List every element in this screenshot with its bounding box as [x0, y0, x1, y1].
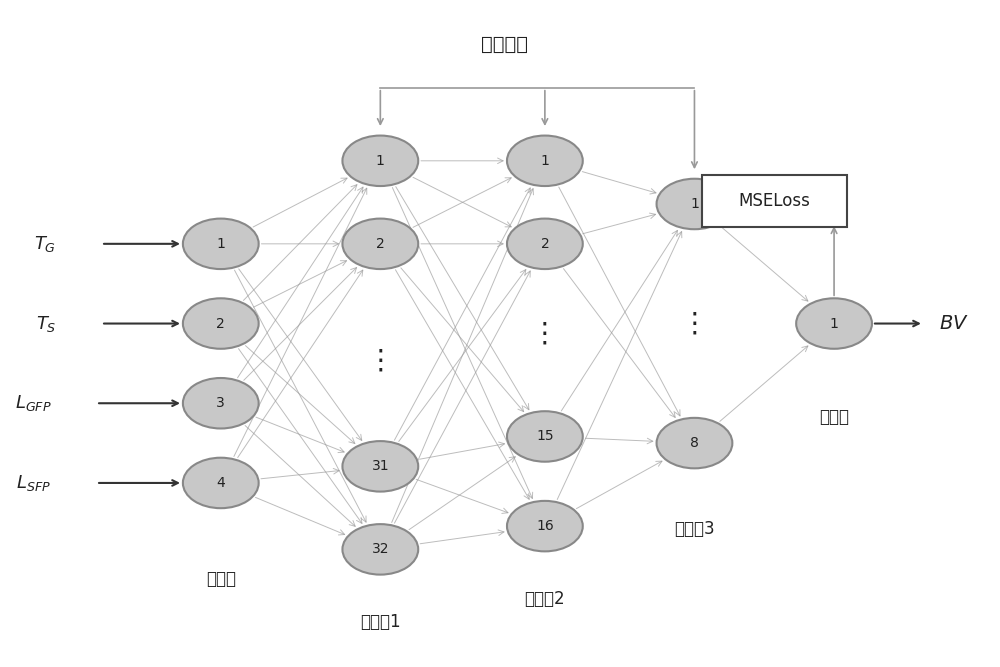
Text: 2: 2 — [216, 317, 225, 331]
FancyBboxPatch shape — [702, 175, 847, 227]
Text: 输出层: 输出层 — [819, 408, 849, 426]
Text: 1: 1 — [376, 154, 385, 168]
Text: 15: 15 — [536, 430, 554, 444]
Text: $T_G$: $T_G$ — [34, 234, 56, 254]
Circle shape — [507, 501, 583, 552]
Text: 1: 1 — [690, 197, 699, 211]
Text: $T_S$: $T_S$ — [36, 313, 56, 334]
Circle shape — [342, 135, 418, 186]
Text: 隐藏层3: 隐藏层3 — [674, 520, 715, 538]
Circle shape — [507, 219, 583, 269]
Text: $L_{GFP}$: $L_{GFP}$ — [15, 394, 51, 414]
Circle shape — [657, 179, 732, 229]
Text: $L_{SFP}$: $L_{SFP}$ — [16, 473, 51, 493]
Text: 2: 2 — [540, 237, 549, 251]
Circle shape — [507, 135, 583, 186]
Text: $BV$: $BV$ — [939, 314, 969, 333]
Text: 32: 32 — [372, 542, 389, 556]
Text: 隐藏层1: 隐藏层1 — [360, 614, 401, 632]
Text: 1: 1 — [540, 154, 549, 168]
Circle shape — [183, 298, 259, 349]
Text: 31: 31 — [372, 460, 389, 474]
Circle shape — [342, 441, 418, 492]
Text: 3: 3 — [216, 396, 225, 410]
Text: 16: 16 — [536, 519, 554, 533]
Circle shape — [342, 524, 418, 574]
Text: 反向传播: 反向传播 — [481, 35, 528, 54]
Text: 2: 2 — [376, 237, 385, 251]
Circle shape — [796, 298, 872, 349]
Text: ⋮: ⋮ — [531, 319, 559, 348]
Text: 1: 1 — [830, 317, 839, 331]
Circle shape — [342, 219, 418, 269]
Circle shape — [657, 418, 732, 468]
Circle shape — [183, 219, 259, 269]
Circle shape — [507, 412, 583, 462]
Text: ⋮: ⋮ — [681, 309, 708, 338]
Circle shape — [183, 378, 259, 428]
Text: 4: 4 — [216, 476, 225, 490]
Text: ⋮: ⋮ — [366, 346, 394, 374]
Text: 隐藏层2: 隐藏层2 — [525, 590, 565, 608]
Text: 输入层: 输入层 — [206, 570, 236, 588]
Text: 8: 8 — [690, 436, 699, 450]
Text: 1: 1 — [216, 237, 225, 251]
Text: MSELoss: MSELoss — [738, 191, 810, 209]
Circle shape — [183, 458, 259, 508]
